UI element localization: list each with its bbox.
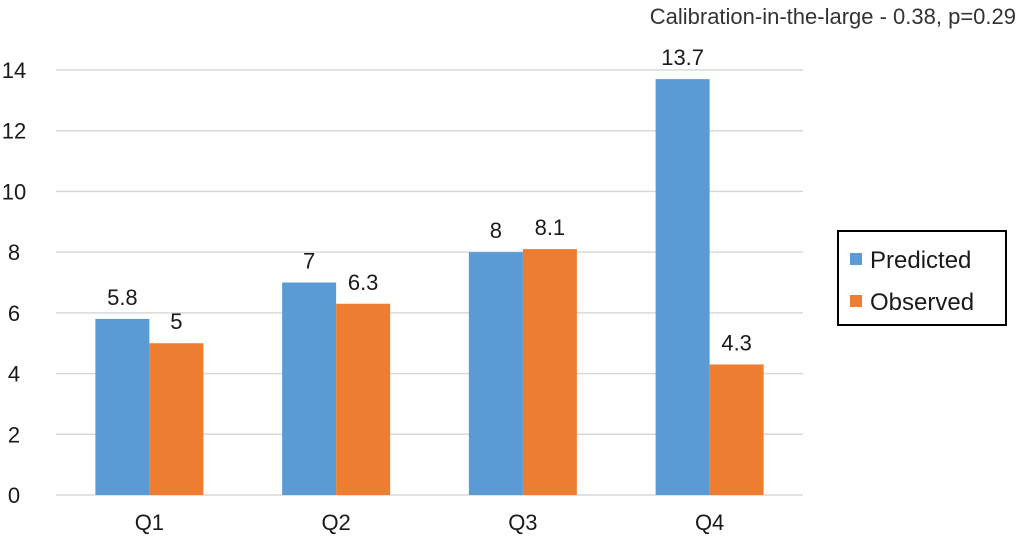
x-tick-label: Q4 — [695, 510, 724, 535]
legend-swatch-observed — [850, 295, 862, 307]
y-tick-label: 8 — [8, 240, 20, 265]
y-tick-label: 6 — [8, 301, 20, 326]
y-tick-label: 0 — [8, 483, 20, 508]
y-axis-tick-labels: 0 2 4 6 8 10 12 14 — [2, 58, 26, 508]
bar-observed-q2 — [336, 303, 391, 495]
data-label: 13.7 — [661, 45, 704, 70]
bar-predicted-q3 — [468, 252, 523, 495]
data-label: 4.3 — [721, 330, 752, 355]
data-label: 5 — [170, 309, 182, 334]
data-labels: 5.8 5 7 6.3 8 8.1 13.7 4.3 — [107, 45, 752, 355]
x-tick-label: Q2 — [321, 510, 350, 535]
data-label: 7 — [303, 249, 315, 274]
bars — [95, 79, 764, 495]
legend-box — [837, 230, 1007, 326]
bar-predicted-q1 — [95, 318, 150, 495]
y-tick-label: 10 — [2, 179, 26, 204]
bar-observed-q3 — [522, 249, 577, 495]
bar-observed-q4 — [709, 364, 764, 495]
legend-swatch-predicted — [850, 253, 862, 265]
bar-predicted-q2 — [282, 282, 337, 495]
legend: Predicted Observed — [837, 230, 1007, 326]
data-label: 5.8 — [107, 285, 138, 310]
data-label: 6.3 — [348, 270, 379, 295]
x-tick-label: Q3 — [508, 510, 537, 535]
data-label: 8 — [490, 218, 502, 243]
x-axis-tick-labels: Q1 Q2 Q3 Q4 — [135, 510, 725, 535]
legend-label-observed: Observed — [870, 289, 974, 316]
y-tick-label: 4 — [8, 362, 20, 387]
data-label: 8.1 — [535, 215, 566, 240]
chart-annotation: Calibration-in-the-large - 0.38, p=0.29 — [650, 4, 1016, 29]
bar-observed-q1 — [149, 343, 204, 495]
y-tick-label: 2 — [8, 422, 20, 447]
x-tick-label: Q1 — [135, 510, 164, 535]
legend-label-predicted: Predicted — [870, 247, 971, 274]
bar-predicted-q4 — [655, 79, 710, 495]
y-tick-label: 12 — [2, 119, 26, 144]
y-tick-label: 14 — [2, 58, 26, 83]
